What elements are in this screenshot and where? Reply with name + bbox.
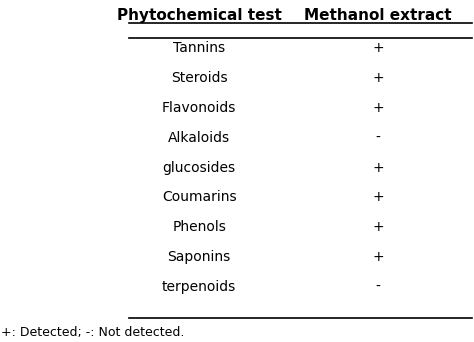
Text: Saponins: Saponins — [167, 250, 231, 264]
Text: Phytochemical test: Phytochemical test — [117, 8, 282, 23]
Text: +: + — [372, 101, 384, 115]
Text: +: + — [372, 220, 384, 234]
Text: Coumarins: Coumarins — [162, 190, 237, 205]
Text: +: + — [372, 161, 384, 175]
Text: Methanol extract: Methanol extract — [304, 8, 452, 23]
Text: Flavonoids: Flavonoids — [162, 101, 237, 115]
Text: terpenoids: terpenoids — [162, 280, 236, 294]
Text: Phenols: Phenols — [172, 220, 226, 234]
Text: Tannins: Tannins — [173, 41, 225, 55]
Text: -: - — [376, 280, 381, 294]
Text: Alkaloids: Alkaloids — [168, 131, 230, 145]
Text: +: + — [372, 41, 384, 55]
Text: -: - — [376, 131, 381, 145]
Text: +: + — [372, 250, 384, 264]
Text: glucosides: glucosides — [163, 161, 236, 175]
Text: Steroids: Steroids — [171, 71, 228, 85]
Text: +: + — [372, 71, 384, 85]
Text: +: + — [372, 190, 384, 205]
Text: +: Detected; -: Not detected.: +: Detected; -: Not detected. — [1, 326, 185, 339]
